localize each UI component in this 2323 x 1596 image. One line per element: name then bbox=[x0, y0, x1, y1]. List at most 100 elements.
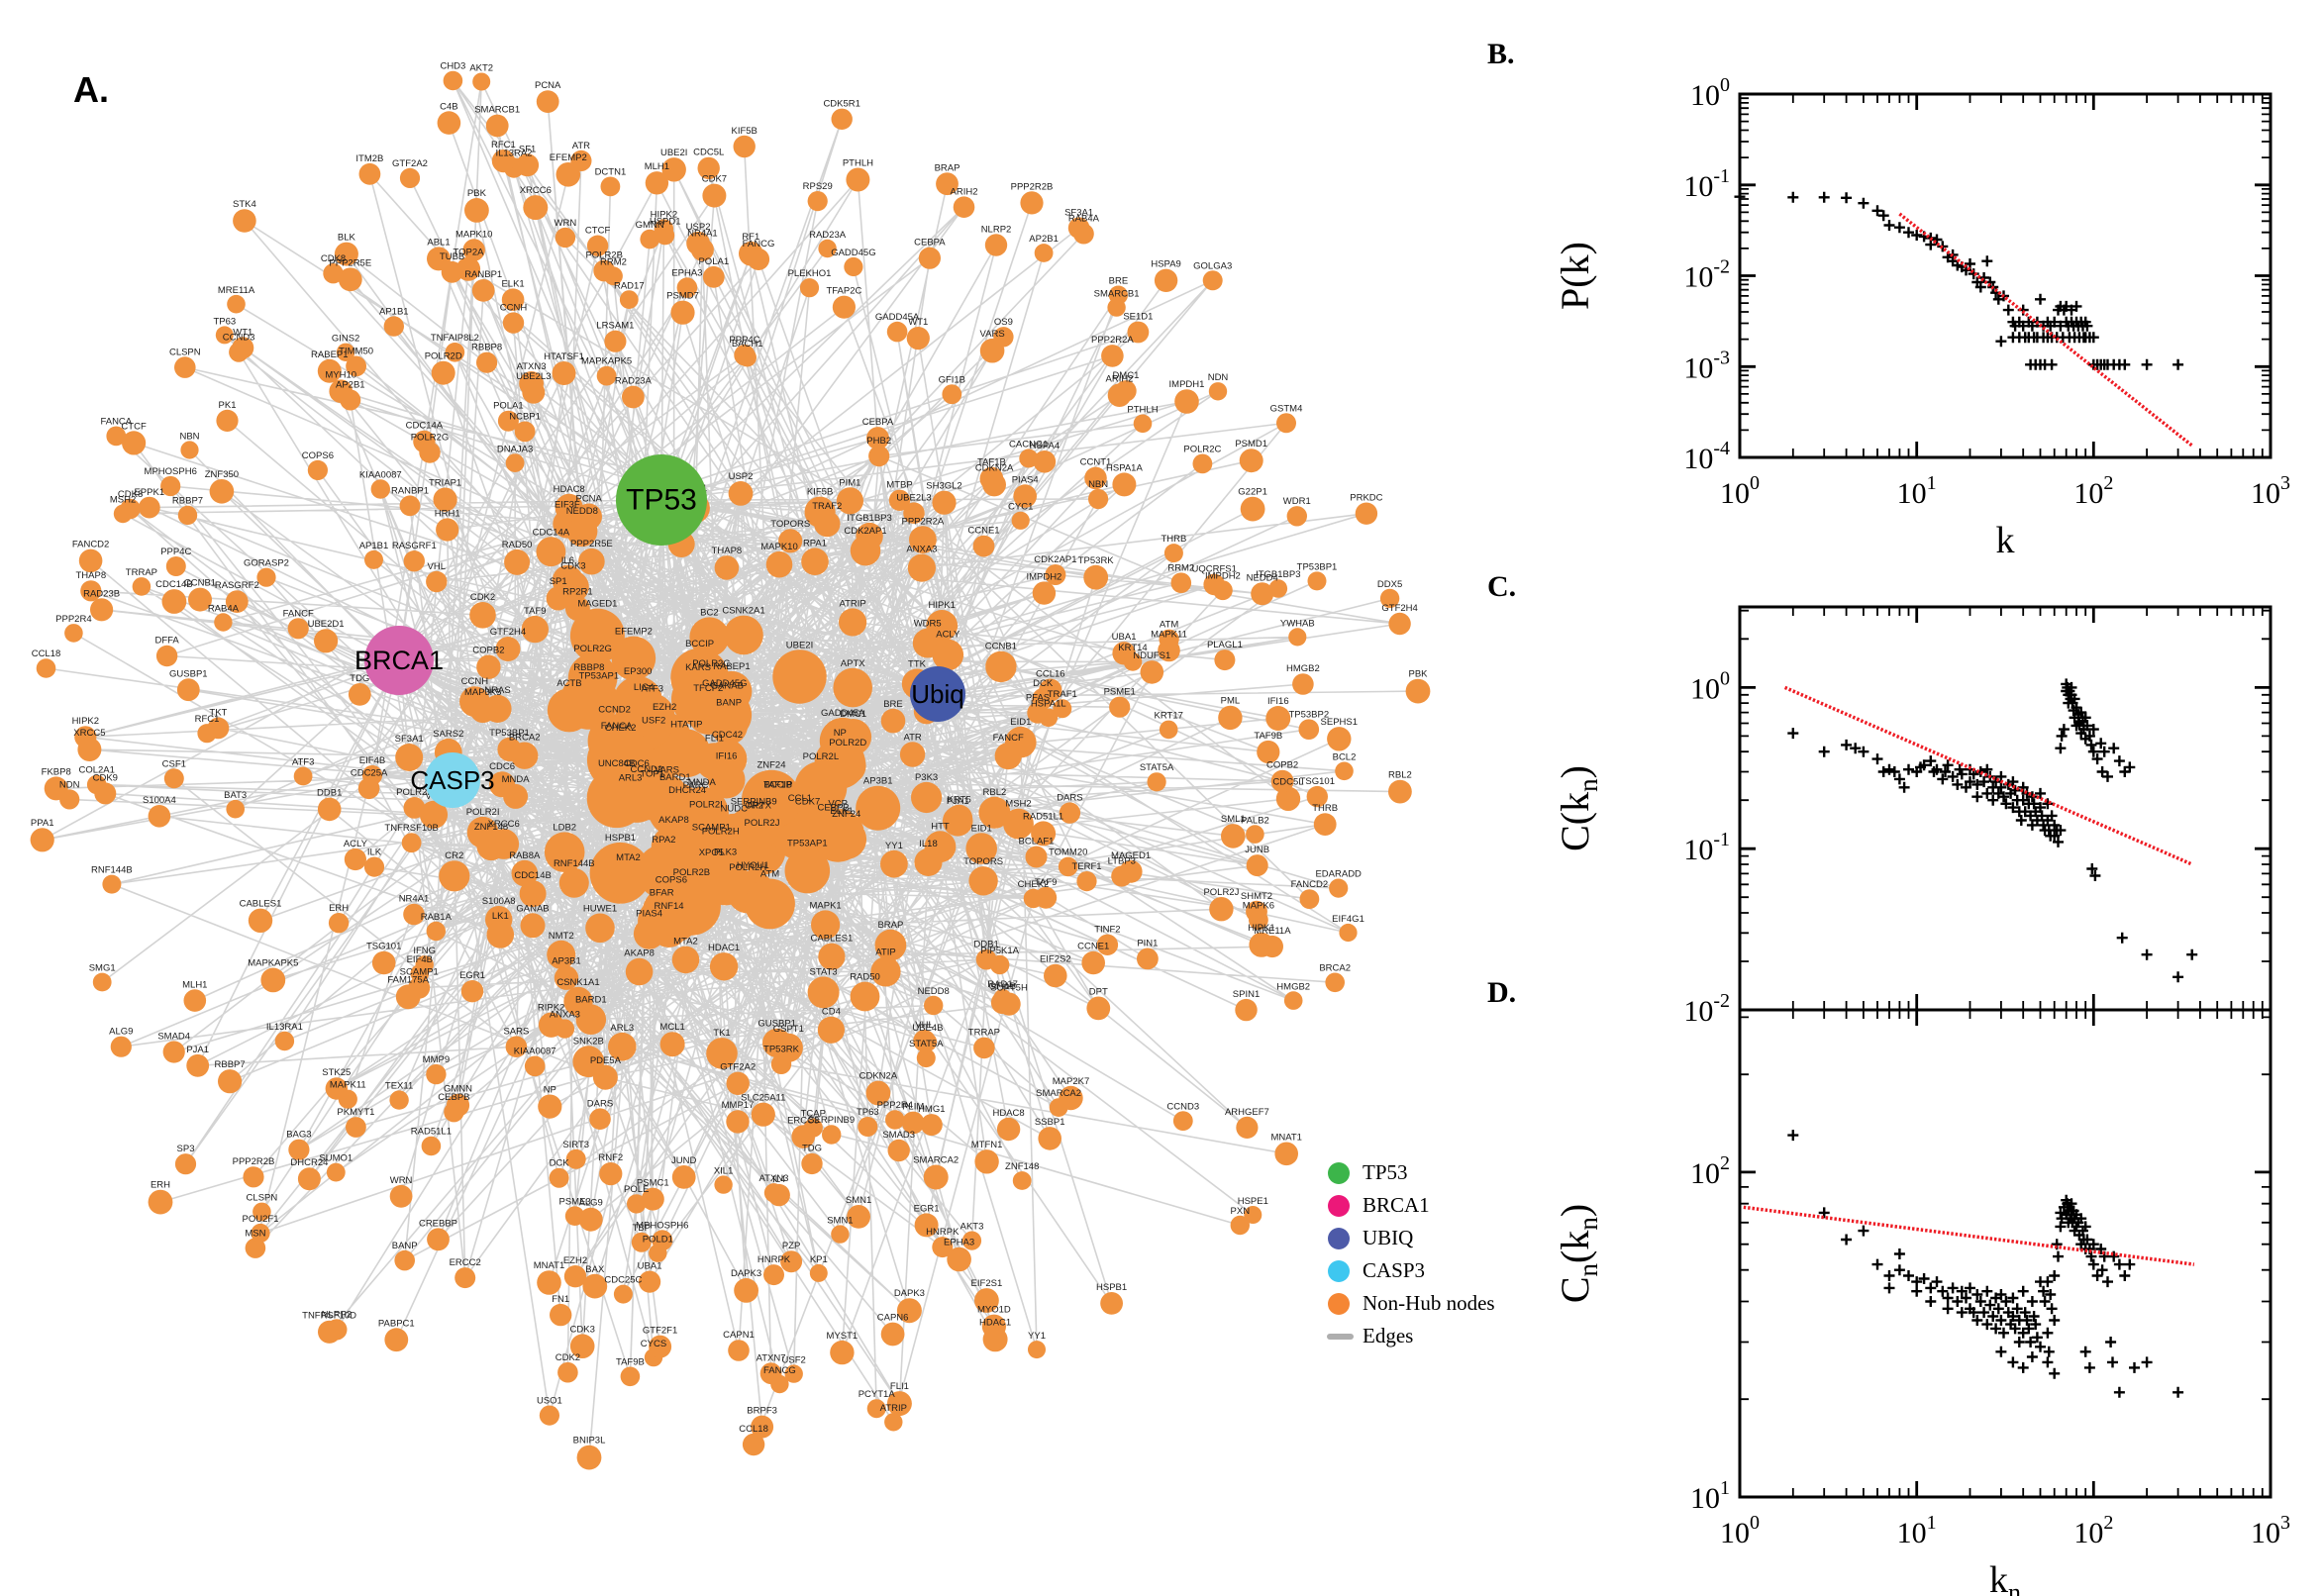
non-hub-node bbox=[459, 686, 490, 717]
non-hub-node bbox=[469, 602, 496, 629]
non-hub-node bbox=[161, 589, 187, 614]
node-label: IL6 bbox=[561, 555, 574, 566]
node-label: CEBPB bbox=[817, 803, 849, 814]
node-label: AP1B1 bbox=[359, 541, 389, 551]
node-label: STK4 bbox=[233, 199, 256, 210]
node-label: TP53BP1 bbox=[489, 728, 530, 739]
node-label: PZP bbox=[782, 1241, 800, 1251]
node-label: CREBBP bbox=[419, 1218, 457, 1229]
node-label: CTCF bbox=[585, 226, 611, 237]
node-label: CDC42 bbox=[712, 730, 743, 741]
non-hub-node bbox=[569, 1334, 595, 1358]
non-hub-node bbox=[578, 1207, 603, 1232]
node-label: SML1 bbox=[1221, 814, 1246, 825]
non-hub-node bbox=[445, 343, 465, 362]
non-hub-node bbox=[436, 518, 459, 542]
node-label: TDG bbox=[802, 1144, 822, 1154]
non-hub-node bbox=[814, 510, 841, 538]
node-label: HTATSF1 bbox=[544, 351, 584, 362]
node-label: TSG101 bbox=[366, 942, 401, 952]
axis-tick-label: 10-4 bbox=[1683, 438, 1730, 475]
non-hub-node bbox=[996, 1117, 1021, 1142]
node-label: DHCR24 bbox=[668, 785, 706, 796]
node-label: EDARADD bbox=[1315, 868, 1362, 879]
node-label: TK1 bbox=[713, 1028, 730, 1039]
non-hub-node bbox=[1292, 673, 1314, 695]
non-hub-node bbox=[1100, 1292, 1123, 1315]
non-hub-node bbox=[1299, 889, 1320, 909]
non-hub-node bbox=[982, 472, 1006, 497]
node-label: HSPA9 bbox=[1151, 259, 1180, 270]
non-hub-node bbox=[317, 358, 342, 383]
node-label: GANAB bbox=[711, 680, 744, 691]
node-label: RAD50 bbox=[502, 540, 533, 550]
node-label: SCAMP1 bbox=[400, 967, 439, 978]
non-hub-node bbox=[818, 943, 846, 970]
node-label: BRCA2 bbox=[1319, 963, 1351, 974]
non-hub-node bbox=[1275, 786, 1301, 811]
non-hub-node bbox=[909, 526, 937, 553]
non-hub-node bbox=[711, 670, 753, 712]
node-label: HSPA1L bbox=[1031, 699, 1066, 710]
node-label: USF2 bbox=[642, 716, 665, 727]
node-label: APTX bbox=[747, 801, 771, 812]
legend-item: Edges bbox=[1327, 1320, 1495, 1352]
node-label: ALG9 bbox=[109, 1027, 133, 1038]
non-hub-node bbox=[122, 431, 147, 455]
non-hub-node bbox=[914, 1213, 939, 1238]
node-label: POLR2B bbox=[585, 250, 623, 261]
non-hub-node bbox=[726, 1110, 750, 1134]
node-label: ATF3 bbox=[292, 757, 315, 768]
node-label: ITGB1BP3 bbox=[847, 513, 891, 524]
node-label: NEDD8 bbox=[566, 506, 598, 517]
node-label: EFEMP2 bbox=[550, 152, 587, 163]
non-hub-node bbox=[649, 1244, 667, 1262]
node-label: XIL1 bbox=[714, 1165, 734, 1176]
node-label: MAPK10 bbox=[455, 229, 493, 240]
non-hub-node bbox=[912, 628, 943, 658]
node-label: TINF2 bbox=[1094, 925, 1120, 936]
node-label: GANAB bbox=[516, 903, 549, 914]
node-label: PIN1 bbox=[1137, 939, 1158, 949]
non-hub-node bbox=[751, 1102, 775, 1127]
network-legend: TP53 BRCA1 UBIQ CASP3 Non-Hub nodes Edges bbox=[1327, 1156, 1495, 1352]
node-label: NP bbox=[544, 1085, 556, 1096]
node-label: POLR2J bbox=[745, 818, 780, 829]
node-label: YY1 bbox=[1028, 1331, 1046, 1342]
node-label: MNAT1 bbox=[1270, 1133, 1302, 1144]
non-hub-node bbox=[575, 1004, 607, 1035]
non-hub-node bbox=[649, 1335, 672, 1358]
node-label: PLEKHO1 bbox=[788, 268, 832, 279]
node-label: IL18 bbox=[919, 839, 938, 849]
node-label: CYCS bbox=[641, 1339, 666, 1349]
node-label: GMNN bbox=[636, 220, 664, 231]
non-hub-node bbox=[495, 637, 521, 661]
node-label: SMN1 bbox=[827, 1216, 853, 1227]
node-label: HYOU1 bbox=[737, 860, 769, 871]
non-hub-node bbox=[578, 548, 605, 575]
node-label: ARIH2 bbox=[951, 186, 978, 197]
node-label: IFI16 bbox=[1267, 696, 1289, 707]
axis-tick-label: 101 bbox=[1897, 1512, 1937, 1549]
node-label: CCNB1 bbox=[985, 642, 1017, 652]
non-hub-node bbox=[807, 976, 840, 1009]
non-hub-node bbox=[1031, 821, 1057, 847]
node-label: RAD51L1 bbox=[411, 1127, 452, 1138]
non-hub-node bbox=[439, 860, 470, 892]
node-label: RRM2 bbox=[600, 256, 627, 267]
node-label: GTF2H4 bbox=[490, 627, 526, 638]
non-hub-node bbox=[728, 481, 754, 506]
non-hub-node bbox=[403, 550, 425, 572]
node-label: EID1 bbox=[1010, 717, 1031, 728]
node-label: GORASP2 bbox=[244, 558, 289, 569]
node-label: HMGB2 bbox=[1276, 981, 1310, 992]
node-label: MTFN1 bbox=[971, 1140, 1003, 1150]
non-hub-node bbox=[620, 1366, 641, 1387]
node-label: TAF9 bbox=[524, 606, 547, 617]
non-hub-node bbox=[706, 1038, 738, 1069]
node-label: POLR2L bbox=[803, 751, 839, 762]
non-hub-node bbox=[446, 1093, 470, 1117]
node-label: GFI1B bbox=[989, 981, 1016, 992]
non-hub-node bbox=[1388, 779, 1412, 804]
